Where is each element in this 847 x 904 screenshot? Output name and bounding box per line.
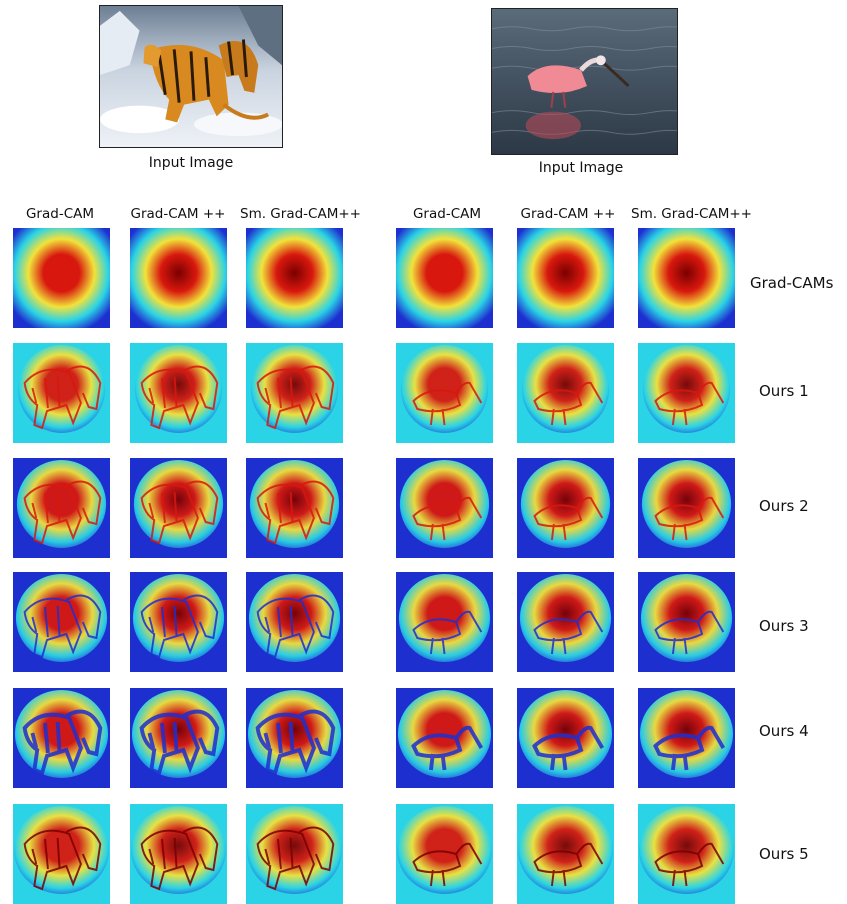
- heatmap-spoonbill-ours-1-smgradcampp: [638, 343, 735, 443]
- heatmap-tiger-ours-5-gradcam: [13, 804, 110, 904]
- heatmap-spoonbill-ours-5-gradcampp: [517, 804, 614, 904]
- heatmap-tiger-ours-5-gradcampp: [130, 804, 227, 904]
- column-header-right-smgradcampp: Sm. Grad-CAM++: [631, 206, 751, 222]
- heatmap-tiger-ours-4-smgradcampp: [246, 688, 343, 788]
- heatmap-spoonbill-ours-1-gradcam: [396, 343, 493, 443]
- heatmap-spoonbill-ours-2-smgradcampp: [638, 458, 735, 558]
- heatmap-tiger-ours-1-smgradcampp: [246, 343, 343, 443]
- heatmap-tiger-ours-3-gradcampp: [130, 572, 227, 672]
- heatmap-tiger-ours-5-smgradcampp: [246, 804, 343, 904]
- heatmap-tiger-gradcams-gradcam: [13, 228, 110, 328]
- heatmap-spoonbill-ours-2-gradcam: [396, 458, 493, 558]
- heatmap-spoonbill-gradcams-gradcam: [396, 228, 493, 328]
- heatmap-tiger-ours-2-gradcampp: [130, 458, 227, 558]
- heatmap-tiger-ours-4-gradcam: [13, 688, 110, 788]
- input-image-caption-spoonbill: Input Image: [519, 160, 643, 176]
- heatmap-spoonbill-ours-5-smgradcampp: [638, 804, 735, 904]
- heatmap-spoonbill-ours-2-gradcampp: [517, 458, 614, 558]
- row-label-ours-5: Ours 5: [759, 845, 809, 863]
- row-label-gradcams: Grad-CAMs: [750, 274, 833, 292]
- input-image-caption-tigers: Input Image: [129, 155, 253, 171]
- row-label-ours-3: Ours 3: [759, 617, 809, 635]
- column-header-right-gradcam: Grad-CAM: [387, 206, 507, 222]
- heatmap-tiger-ours-2-smgradcampp: [246, 458, 343, 558]
- row-label-ours-2: Ours 2: [759, 497, 809, 515]
- heatmap-tiger-ours-4-gradcampp: [130, 688, 227, 788]
- heatmap-tiger-gradcams-gradcampp: [130, 228, 227, 328]
- heatmap-tiger-ours-2-gradcam: [13, 458, 110, 558]
- heatmap-tiger-ours-1-gradcam: [13, 343, 110, 443]
- heatmap-spoonbill-ours-4-smgradcampp: [638, 688, 735, 788]
- heatmap-tiger-ours-1-gradcampp: [130, 343, 227, 443]
- column-header-left-gradcampp: Grad-CAM ++: [118, 206, 238, 222]
- heatmap-spoonbill-ours-4-gradcam: [396, 688, 493, 788]
- input-image-tigers: [99, 5, 283, 148]
- heatmap-spoonbill-gradcams-gradcampp: [517, 228, 614, 328]
- input-image-spoonbill: [491, 8, 678, 155]
- heatmap-spoonbill-ours-3-smgradcampp: [638, 572, 735, 672]
- heatmap-spoonbill-ours-3-gradcampp: [517, 572, 614, 672]
- heatmap-spoonbill-ours-3-gradcam: [396, 572, 493, 672]
- row-label-ours-1: Ours 1: [759, 382, 809, 400]
- heatmap-tiger-ours-3-gradcam: [13, 572, 110, 672]
- row-label-ours-4: Ours 4: [759, 722, 809, 740]
- column-header-right-gradcampp: Grad-CAM ++: [508, 206, 628, 222]
- column-header-left-gradcam: Grad-CAM: [0, 206, 120, 222]
- heatmap-tiger-gradcams-smgradcampp: [246, 228, 343, 328]
- heatmap-spoonbill-ours-1-gradcampp: [517, 343, 614, 443]
- heatmap-spoonbill-ours-5-gradcam: [396, 804, 493, 904]
- heatmap-spoonbill-ours-4-gradcampp: [517, 688, 614, 788]
- column-header-left-smgradcampp: Sm. Grad-CAM++: [240, 206, 360, 222]
- heatmap-tiger-ours-3-smgradcampp: [246, 572, 343, 672]
- heatmap-spoonbill-gradcams-smgradcampp: [638, 228, 735, 328]
